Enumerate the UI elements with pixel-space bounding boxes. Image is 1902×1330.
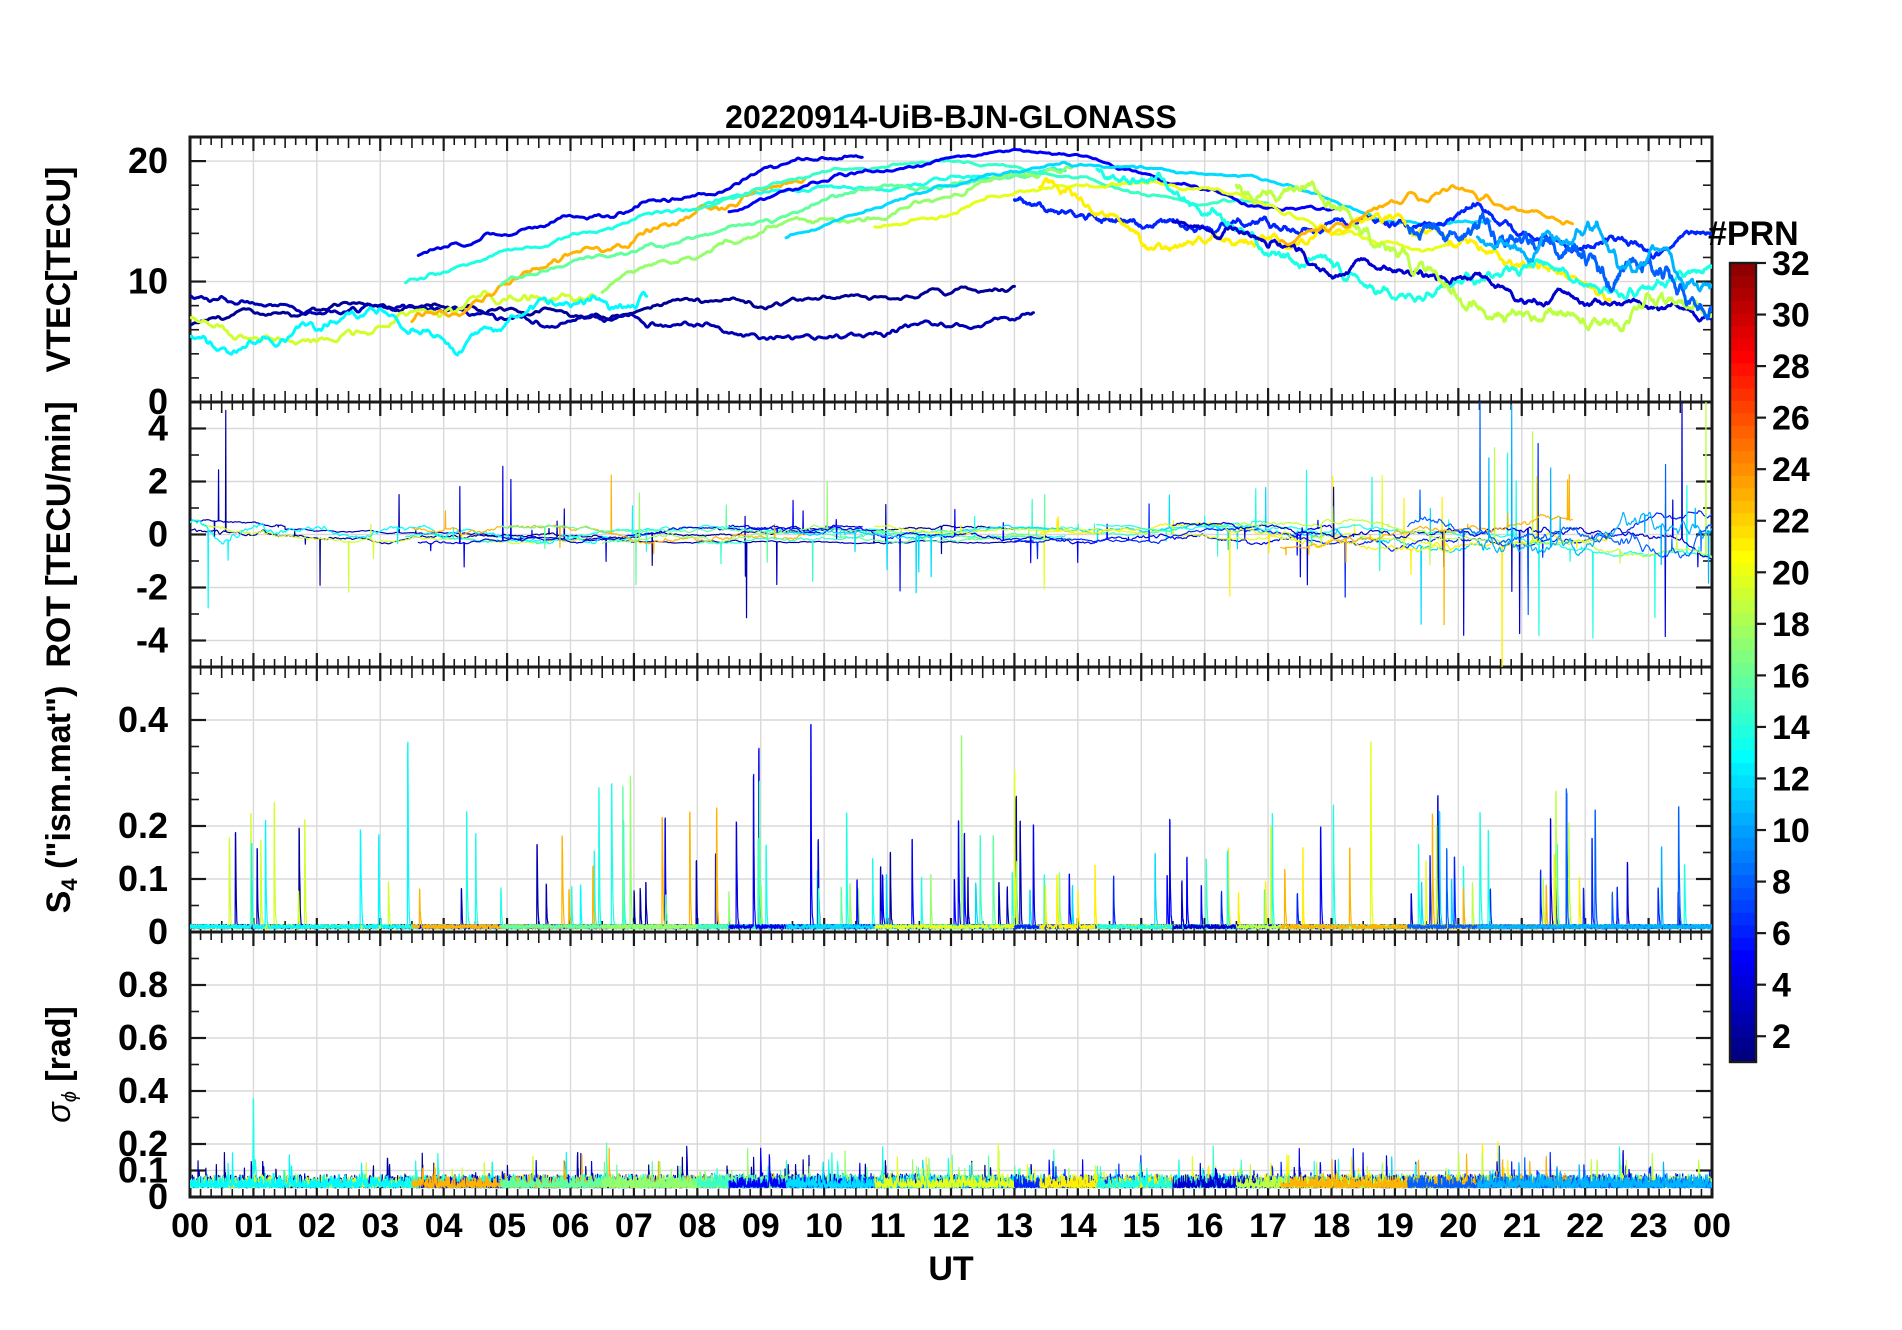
- svg-text:13: 13: [996, 1207, 1034, 1245]
- svg-text:12: 12: [932, 1207, 970, 1245]
- svg-text:28: 28: [1772, 348, 1810, 386]
- svg-text:08: 08: [678, 1207, 716, 1245]
- svg-text:12: 12: [1772, 760, 1810, 798]
- svg-text:16: 16: [1186, 1207, 1224, 1245]
- svg-text:20: 20: [128, 140, 168, 181]
- svg-text:06: 06: [552, 1207, 590, 1245]
- svg-text:21: 21: [1503, 1207, 1541, 1245]
- svg-text:22: 22: [1566, 1207, 1604, 1245]
- svg-text:20: 20: [1772, 554, 1810, 592]
- svg-text:S4 ("ism.mat"): S4 ("ism.mat"): [40, 686, 82, 914]
- svg-text:19: 19: [1376, 1207, 1414, 1245]
- svg-text:-2: -2: [136, 567, 168, 608]
- svg-text:05: 05: [488, 1207, 526, 1245]
- svg-text:14: 14: [1059, 1207, 1097, 1245]
- svg-text:17: 17: [1249, 1207, 1287, 1245]
- svg-text:6: 6: [1772, 915, 1791, 953]
- svg-text:2: 2: [1772, 1018, 1791, 1056]
- svg-text:0.1: 0.1: [118, 858, 168, 899]
- svg-text:0.8: 0.8: [118, 964, 168, 1005]
- svg-text:0.4: 0.4: [118, 699, 168, 740]
- svg-text:0: 0: [148, 911, 168, 952]
- svg-text:0.2: 0.2: [118, 1123, 168, 1164]
- svg-text:16: 16: [1772, 657, 1810, 695]
- svg-text:0.4: 0.4: [118, 1070, 168, 1111]
- svg-text:10: 10: [1772, 812, 1810, 850]
- svg-text:22: 22: [1772, 503, 1810, 541]
- svg-text:0: 0: [148, 514, 168, 555]
- svg-text:15: 15: [1122, 1207, 1160, 1245]
- svg-text:0.2: 0.2: [118, 805, 168, 846]
- svg-text:04: 04: [425, 1207, 463, 1245]
- svg-text:32: 32: [1772, 245, 1810, 283]
- svg-text:01: 01: [235, 1207, 273, 1245]
- svg-text:-4: -4: [136, 620, 168, 661]
- svg-text:03: 03: [361, 1207, 399, 1245]
- svg-text:σϕ [rad]: σϕ [rad]: [40, 1006, 81, 1123]
- svg-text:18: 18: [1772, 606, 1810, 644]
- svg-text:20: 20: [1439, 1207, 1477, 1245]
- svg-text:4: 4: [1772, 967, 1791, 1005]
- svg-text:ROT [TECU/min]: ROT [TECU/min]: [40, 401, 78, 667]
- svg-text:30: 30: [1772, 297, 1810, 335]
- svg-text:23: 23: [1630, 1207, 1668, 1245]
- svg-text:07: 07: [615, 1207, 653, 1245]
- svg-text:11: 11: [870, 1207, 906, 1245]
- svg-text:10: 10: [805, 1207, 843, 1245]
- svg-text:02: 02: [298, 1207, 336, 1245]
- svg-text:4: 4: [148, 408, 168, 449]
- svg-text:26: 26: [1772, 400, 1810, 438]
- svg-text:8: 8: [1772, 864, 1791, 902]
- svg-text:00: 00: [171, 1207, 209, 1245]
- svg-text:09: 09: [742, 1207, 780, 1245]
- svg-text:2: 2: [148, 461, 168, 502]
- svg-text:10: 10: [128, 261, 168, 302]
- svg-text:14: 14: [1772, 709, 1810, 747]
- svg-text:0.6: 0.6: [118, 1017, 168, 1058]
- svg-text:VTEC[TECU]: VTEC[TECU]: [40, 167, 78, 373]
- svg-text:00: 00: [1693, 1207, 1731, 1245]
- svg-text:24: 24: [1772, 451, 1810, 489]
- svg-text:18: 18: [1313, 1207, 1351, 1245]
